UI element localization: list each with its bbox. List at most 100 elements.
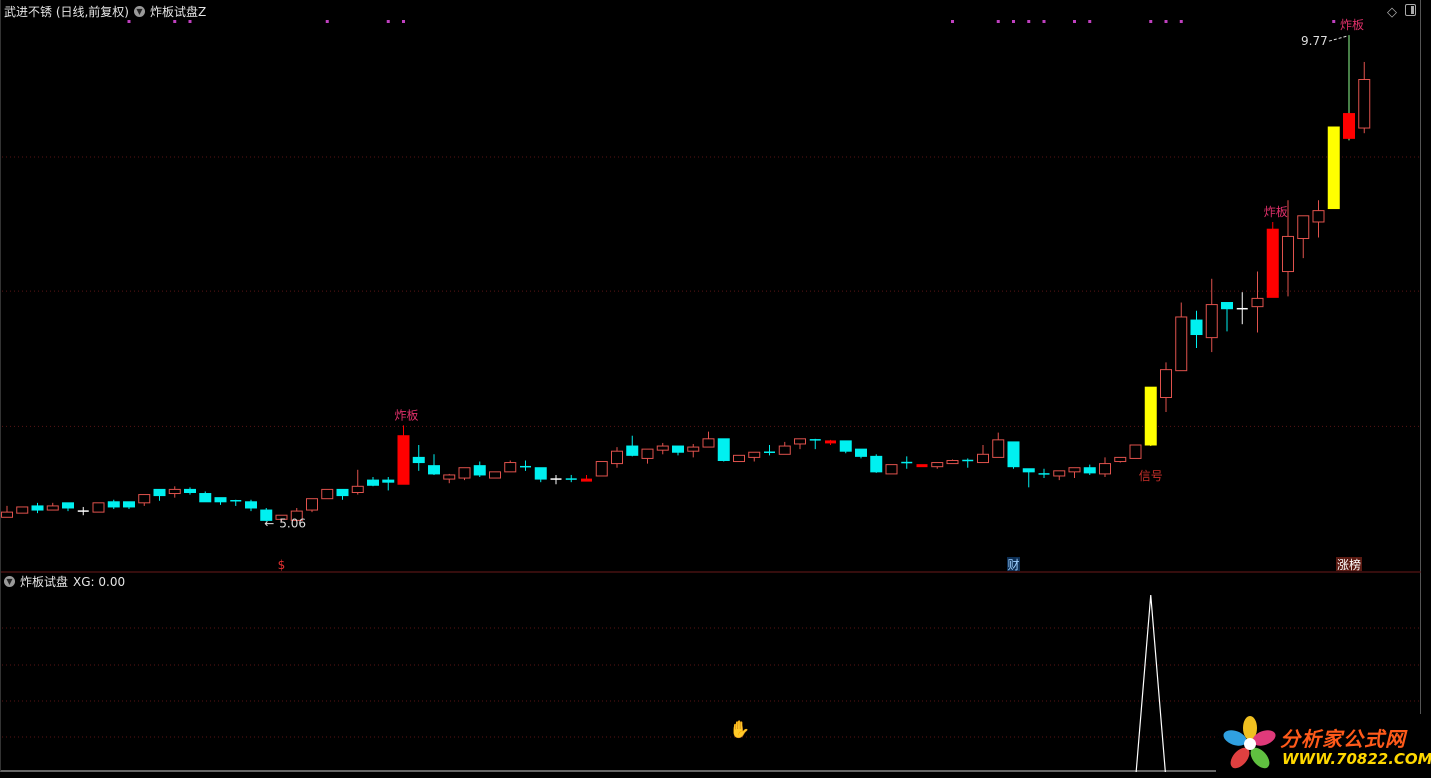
signal-dot <box>1042 20 1046 23</box>
candle-body <box>1144 386 1157 446</box>
diamond-icon[interactable]: ◇ <box>1387 5 1397 20</box>
candle-body <box>1312 210 1325 223</box>
sub-indicator-name[interactable]: 炸板试盘 <box>20 575 69 589</box>
candle-body <box>123 501 135 508</box>
signal-dot <box>1012 20 1015 23</box>
main-pane-header: 武进不锈 (日线,前复权) ▼ 炸板试盘Z <box>4 3 206 20</box>
candle-body <box>794 438 806 445</box>
candle-body <box>778 445 791 455</box>
candle-body <box>260 509 273 521</box>
candle-body <box>1266 228 1279 298</box>
panel-toggle-icon[interactable] <box>1405 4 1416 16</box>
candle-body <box>412 456 425 464</box>
signal-dot <box>173 20 177 23</box>
signal-dot <box>402 20 405 23</box>
candle-body <box>1251 297 1264 308</box>
candle-body <box>92 502 105 513</box>
marker-bg <box>1007 557 1020 571</box>
watermark-line2: WWW.70822.COM <box>1282 750 1431 768</box>
signal-dot <box>1332 20 1336 23</box>
candle-body <box>992 439 1005 458</box>
candle-body <box>1053 470 1066 477</box>
candle-body <box>702 438 715 448</box>
candle-body <box>458 467 471 479</box>
candle-body <box>687 446 700 452</box>
annotation-label: 炸板 <box>1264 205 1288 219</box>
candle-body <box>1343 113 1355 139</box>
candle-body <box>382 479 395 483</box>
candle-body <box>1114 456 1127 463</box>
candle-body <box>626 445 639 456</box>
candle-body <box>733 454 745 463</box>
candle-body <box>31 505 44 511</box>
candle-body <box>138 494 151 504</box>
candle-body <box>1007 441 1020 468</box>
signal-dot <box>1179 20 1183 23</box>
candle-body <box>611 450 623 465</box>
candle-body <box>1190 319 1203 336</box>
candle-body <box>1 511 13 518</box>
annotation-label: 炸板 <box>1340 18 1364 32</box>
candle-body <box>443 474 456 480</box>
signal-dot <box>1149 20 1153 23</box>
candle-body <box>199 493 212 503</box>
candle-body <box>870 455 883 473</box>
marker-bg <box>1336 557 1362 571</box>
candle-body <box>656 445 669 451</box>
candle-body <box>1297 215 1310 240</box>
candle-body <box>168 488 181 495</box>
signal-dot <box>325 20 329 23</box>
annotation-label: 炸板 <box>394 408 418 422</box>
candle-body <box>855 448 867 457</box>
flower-logo-icon <box>1223 716 1276 769</box>
xg-series-line <box>1135 594 1166 772</box>
candle-body <box>275 514 288 520</box>
annotation-label: 信号 <box>1139 469 1163 483</box>
candle-body <box>336 488 349 497</box>
candle-body <box>1205 304 1218 339</box>
signal-dot <box>386 20 390 23</box>
candle-body <box>1083 467 1096 474</box>
signal-dot <box>1164 20 1168 23</box>
stock-title: 武进不锈 (日线,前复权) <box>4 5 129 19</box>
candle-body <box>428 465 440 475</box>
watermark-line1: 分析家公式网 <box>1280 727 1406 751</box>
candle-body <box>748 451 761 458</box>
candle-body <box>1099 463 1111 475</box>
candle-body <box>641 448 654 459</box>
price-arrow-icon: ← <box>264 516 274 530</box>
chevron-down-icon[interactable]: ▼ <box>4 576 15 587</box>
candle-body <box>885 464 898 475</box>
candle-body <box>367 479 379 486</box>
bottom-marker: $ <box>278 558 286 572</box>
candle-body <box>946 459 959 465</box>
candle-body <box>931 462 944 468</box>
signal-dot <box>996 20 1000 23</box>
candle-body <box>1282 235 1294 273</box>
candle-body <box>16 506 29 514</box>
candle-body <box>672 445 684 453</box>
candle-body <box>504 462 517 473</box>
candle-body <box>534 467 547 480</box>
signal-dot <box>1073 20 1076 23</box>
signal-dot <box>951 20 954 23</box>
candle-body <box>306 498 318 511</box>
candle-body <box>62 502 74 509</box>
candle-body <box>717 438 730 461</box>
watermark-logo: 分析家公式网 WWW.70822.COM <box>1216 714 1431 774</box>
candle-body <box>321 488 334 500</box>
indicator-name[interactable]: 炸板试盘Z <box>150 5 207 19</box>
candle-body <box>290 510 303 521</box>
sub-pane-header: ▼ 炸板试盘 XG: 0.00 <box>4 573 125 590</box>
signal-dot <box>1088 20 1092 23</box>
chevron-down-icon[interactable]: ▼ <box>134 6 145 17</box>
candle-body <box>1358 79 1371 129</box>
signal-dot <box>127 20 131 23</box>
bottom-marker: 财 <box>1007 558 1019 572</box>
signal-dot <box>188 20 192 23</box>
high-price-label: 9.77 <box>1301 34 1328 48</box>
xg-readout: XG: 0.00 <box>73 574 126 589</box>
bottom-marker: 涨榜 <box>1337 557 1361 572</box>
